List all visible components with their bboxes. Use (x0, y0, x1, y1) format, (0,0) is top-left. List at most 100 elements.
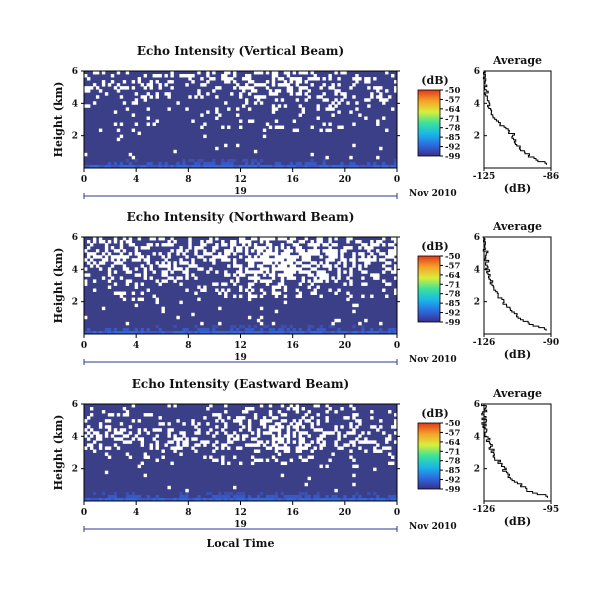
missing-cell (304, 255, 308, 259)
echo-cell (119, 161, 124, 166)
missing-cell (364, 98, 368, 102)
missing-cell (224, 282, 228, 286)
missing-cell (230, 434, 234, 438)
missing-cell (271, 104, 276, 108)
echo-cell (313, 497, 317, 502)
missing-cell (250, 264, 255, 268)
echo-cell (304, 161, 308, 166)
missing-cell (247, 276, 252, 280)
missing-cell (128, 279, 133, 283)
missing-cell (182, 74, 186, 78)
missing-cell (227, 288, 231, 292)
missing-cell (119, 240, 124, 244)
missing-cell (104, 446, 109, 450)
missing-cell (212, 255, 216, 259)
missing-cell (236, 279, 240, 283)
echo-cell (334, 164, 338, 169)
missing-cell (128, 270, 133, 274)
missing-cell (176, 440, 180, 444)
missing-cell (274, 255, 279, 259)
missing-cell (197, 297, 201, 302)
missing-cell (310, 267, 314, 271)
missing-gates (84, 71, 398, 160)
missing-cell (95, 95, 100, 99)
missing-cell (241, 425, 246, 429)
missing-cell (125, 279, 130, 283)
echo-cell (337, 330, 341, 335)
missing-cell (265, 255, 270, 259)
missing-cell (197, 89, 201, 93)
missing-cell (301, 437, 305, 441)
echo-cell (244, 330, 249, 335)
missing-cell (316, 273, 320, 277)
echo-cell (179, 494, 183, 499)
echo-cell (250, 164, 255, 169)
echo-cell (86, 164, 91, 169)
echo-cell (131, 164, 135, 169)
missing-cell (125, 270, 130, 274)
missing-cell (119, 428, 124, 432)
missing-cell (236, 416, 240, 420)
echo-cell (158, 161, 162, 166)
echo-cell (370, 164, 374, 169)
echo-cell (230, 330, 234, 335)
missing-cell (307, 273, 311, 277)
missing-cell (104, 425, 109, 429)
echo-cell (280, 491, 285, 496)
missing-cell (304, 458, 308, 462)
missing-cell (104, 470, 109, 475)
missing-cell (179, 282, 183, 286)
missing-cell (274, 246, 279, 250)
missing-cell (295, 249, 300, 253)
echo-cell (307, 164, 311, 169)
missing-cell (244, 240, 249, 244)
missing-cell (361, 282, 365, 286)
missing-cell (394, 270, 398, 274)
missing-cell (125, 267, 130, 271)
missing-cell (259, 258, 264, 262)
missing-cell (247, 428, 252, 432)
missing-cell (182, 440, 186, 444)
missing-cell (191, 312, 195, 317)
missing-cell (271, 288, 276, 292)
missing-cell (259, 440, 264, 444)
missing-cell (298, 261, 303, 265)
echo-cell (253, 497, 258, 502)
missing-cell (370, 252, 374, 256)
echo-cell (361, 164, 365, 169)
echo-cell (176, 497, 180, 502)
echo-cell (247, 324, 252, 329)
missing-cell (125, 86, 130, 90)
missing-cell (221, 288, 225, 292)
echo-cell (367, 161, 371, 166)
missing-cell (140, 246, 145, 250)
echo-cell (158, 497, 162, 502)
missing-cell (253, 149, 258, 154)
echo-cell (191, 164, 195, 169)
missing-cell (137, 431, 142, 435)
missing-cell (358, 321, 362, 326)
missing-cell (328, 240, 332, 244)
missing-cell (152, 74, 156, 78)
echo-cell (230, 324, 234, 329)
missing-cell (122, 258, 127, 262)
missing-cell (164, 264, 168, 268)
missing-cell (298, 443, 303, 447)
avg-y-tick-label: 6 (474, 400, 480, 410)
missing-cell (95, 71, 100, 75)
echo-cell (92, 330, 97, 335)
missing-cell (376, 86, 380, 90)
missing-cell (256, 246, 261, 250)
missing-cell (364, 243, 368, 247)
echo-cell (143, 330, 147, 335)
missing-cell (310, 71, 314, 75)
missing-cell (244, 434, 249, 438)
missing-cell (319, 437, 323, 441)
avg-x-tick-label: -95 (543, 505, 559, 515)
avg-y-tick-label: 2 (474, 298, 480, 308)
missing-cell (137, 437, 142, 441)
echo-cell (319, 330, 323, 335)
missing-cell (316, 270, 320, 274)
missing-cell (110, 80, 115, 84)
missing-cell (119, 122, 124, 126)
